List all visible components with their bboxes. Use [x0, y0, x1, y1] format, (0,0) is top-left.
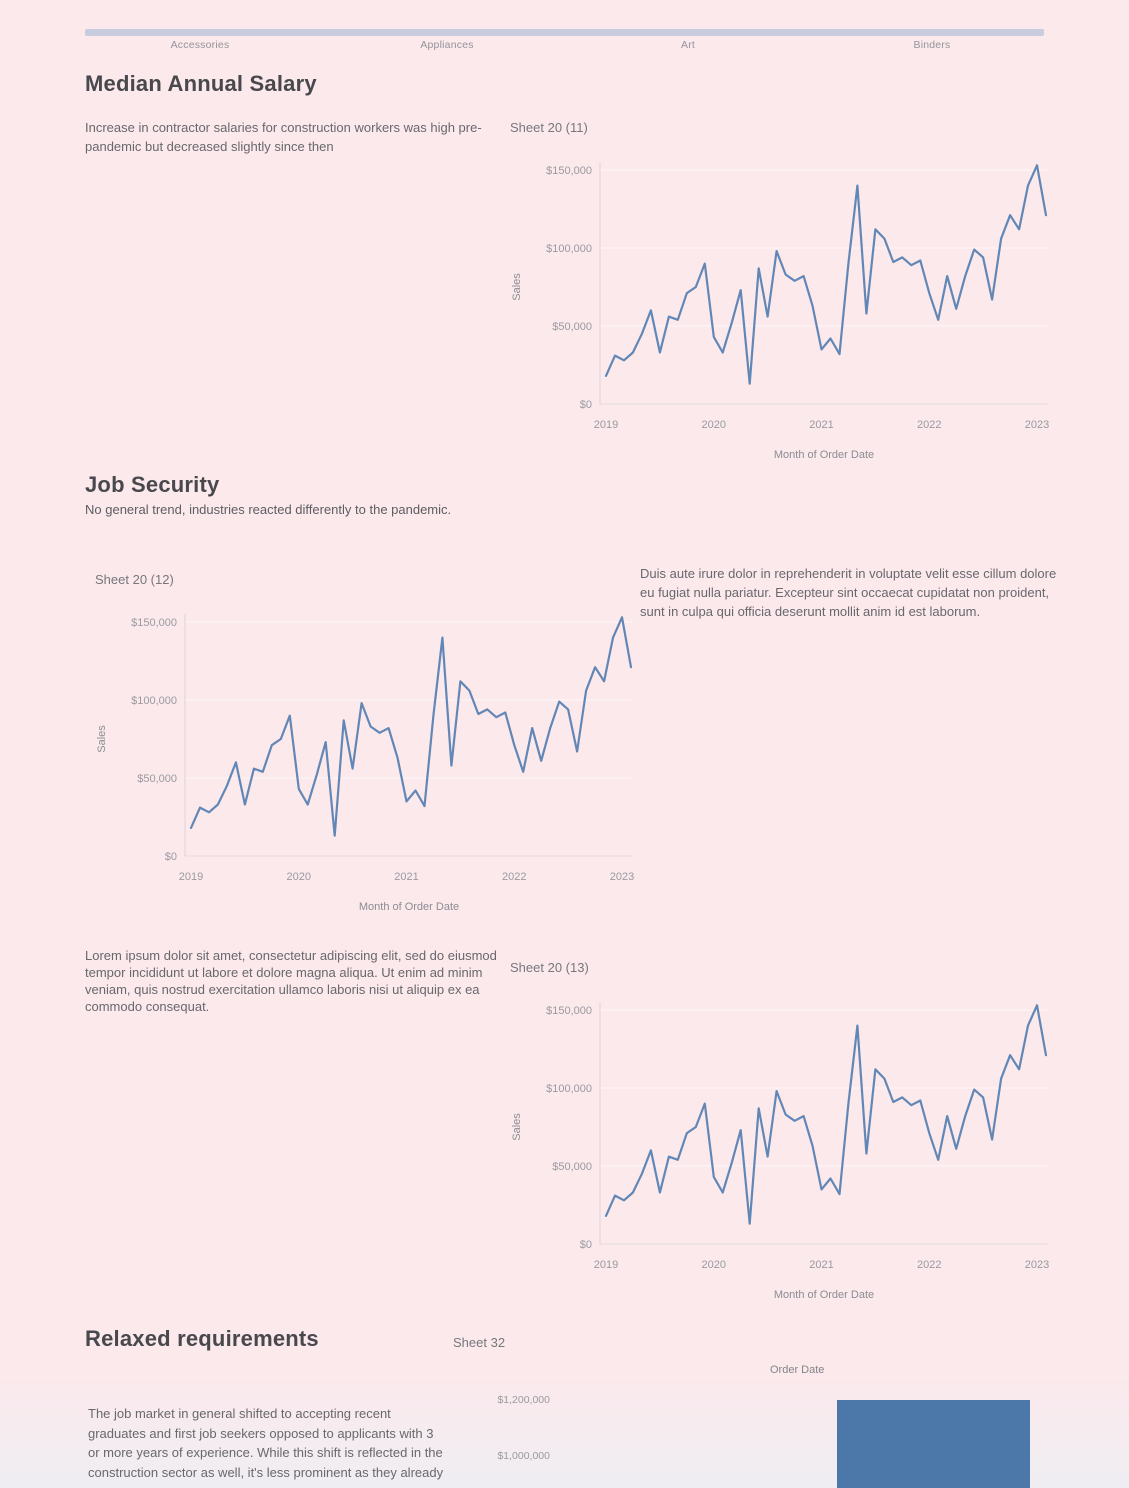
job-security-subtitle: No general trend, industries reacted dif… — [85, 502, 452, 517]
job-security-paragraph-right: Duis aute irure dolor in reprehenderit i… — [640, 566, 1057, 619]
y-tick-label: $50,000 — [552, 1161, 592, 1173]
y-tick-label: $150,000 — [131, 617, 177, 629]
y-axis-title: Sales — [511, 1113, 523, 1141]
tab-binders[interactable]: Binders — [913, 39, 951, 51]
chart-title: Sheet 20 (13) — [510, 960, 589, 975]
x-axis-title: Month of Order Date — [774, 449, 874, 461]
y-axis-title: Sales — [96, 725, 108, 753]
heading-median-annual-salary: Median Annual Salary — [85, 71, 317, 96]
y-tick-label: $100,000 — [546, 1083, 592, 1095]
y-tick-label: $0 — [580, 399, 592, 411]
x-tick-label: 2019 — [179, 871, 203, 883]
tab-appliances[interactable]: Appliances — [420, 39, 474, 51]
x-tick-label: 2019 — [594, 419, 618, 431]
x-tick-label: 2023 — [1025, 1259, 1049, 1271]
salary-paragraph: Increase in contractor salaries for cons… — [85, 120, 482, 154]
chart-sheet32: Sheet 32 $1,200,000 $1,000,000 Order Dat… — [440, 1330, 1085, 1488]
line-chart-plot: $0 $50,000 $100,000 $150,000 2019 2020 2021 202… — [511, 1002, 1049, 1301]
heading-relaxed-requirements: Relaxed requirements — [85, 1326, 319, 1351]
x-tick-label: 2022 — [502, 871, 526, 883]
chart-title: Sheet 20 (11) — [510, 120, 588, 135]
y-tick-label: $1,200,000 — [497, 1394, 550, 1406]
x-tick-label: 2023 — [610, 871, 634, 883]
y-tick-label: $50,000 — [137, 773, 177, 785]
sales-line-series — [604, 1004, 1048, 1225]
x-tick-label: 2023 — [1025, 419, 1049, 431]
y-tick-label: $0 — [580, 1239, 592, 1251]
chart-title: Sheet 32 — [453, 1335, 506, 1350]
y-tick-label: $0 — [165, 851, 177, 863]
y-tick-label: $150,000 — [546, 165, 592, 177]
y-tick-label: $50,000 — [552, 321, 592, 333]
x-tick-label: 2020 — [702, 1259, 726, 1271]
sales-line-series — [604, 164, 1048, 385]
x-tick-label: 2021 — [809, 419, 833, 431]
tab-art[interactable]: Art — [680, 39, 696, 51]
x-tick-label: 2020 — [287, 871, 311, 883]
sales-line-series — [189, 616, 633, 837]
chart-sheet20-13: Sheet 20 (13) $0 $50,000 $100,000 $150,000 2… — [500, 960, 1070, 1310]
x-axis-title: Month of Order Date — [359, 901, 459, 913]
x-tick-label: 2020 — [702, 419, 726, 431]
x-tick-label: 2021 — [394, 871, 418, 883]
legend-title: Order Date — [770, 1364, 825, 1376]
y-tick-label: $150,000 — [546, 1005, 592, 1017]
x-tick-label: 2021 — [809, 1259, 833, 1271]
y-axis-title: Sales — [511, 273, 523, 301]
chart-title: Sheet 20 (12) — [95, 572, 174, 587]
x-axis-title: Month of Order Date — [774, 1289, 874, 1301]
x-tick-label: 2022 — [917, 419, 941, 431]
y-tick-label: $100,000 — [546, 243, 592, 255]
tab-accessories[interactable]: Accessories — [170, 39, 230, 51]
heading-job-security: Job Security — [85, 472, 220, 497]
chart-sheet20-11: Sheet 20 (11) $0 $50,000 $100,000 $150,000 2… — [500, 120, 1070, 470]
y-tick-label: $1,000,000 — [497, 1450, 550, 1462]
line-chart-plot: $0 $50,000 $100,000 $150,000 2019 2020 2021 202… — [511, 162, 1049, 461]
x-tick-label: 2019 — [594, 1259, 618, 1271]
chart-sheet20-12: Sheet 20 (12) $0 $50,000 $100,000 $150,000 2… — [85, 572, 655, 922]
x-tick-label: 2022 — [917, 1259, 941, 1271]
job-security-paragraph-left: Lorem ipsum dolor sit amet, consectetur … — [85, 948, 497, 1014]
bar-order-date — [837, 1400, 1030, 1488]
y-tick-label: $100,000 — [131, 695, 177, 707]
story-navigation-bar — [85, 29, 1044, 36]
relaxed-paragraph: The job market in general shifted to acc… — [88, 1406, 444, 1480]
line-chart-plot: $0 $50,000 $100,000 $150,000 2019 2020 2021 202… — [96, 614, 634, 913]
